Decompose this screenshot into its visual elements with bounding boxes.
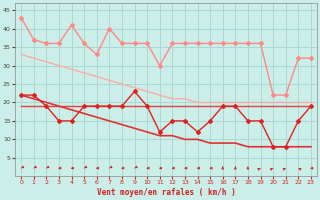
X-axis label: Vent moyen/en rafales ( km/h ): Vent moyen/en rafales ( km/h )	[97, 188, 236, 197]
